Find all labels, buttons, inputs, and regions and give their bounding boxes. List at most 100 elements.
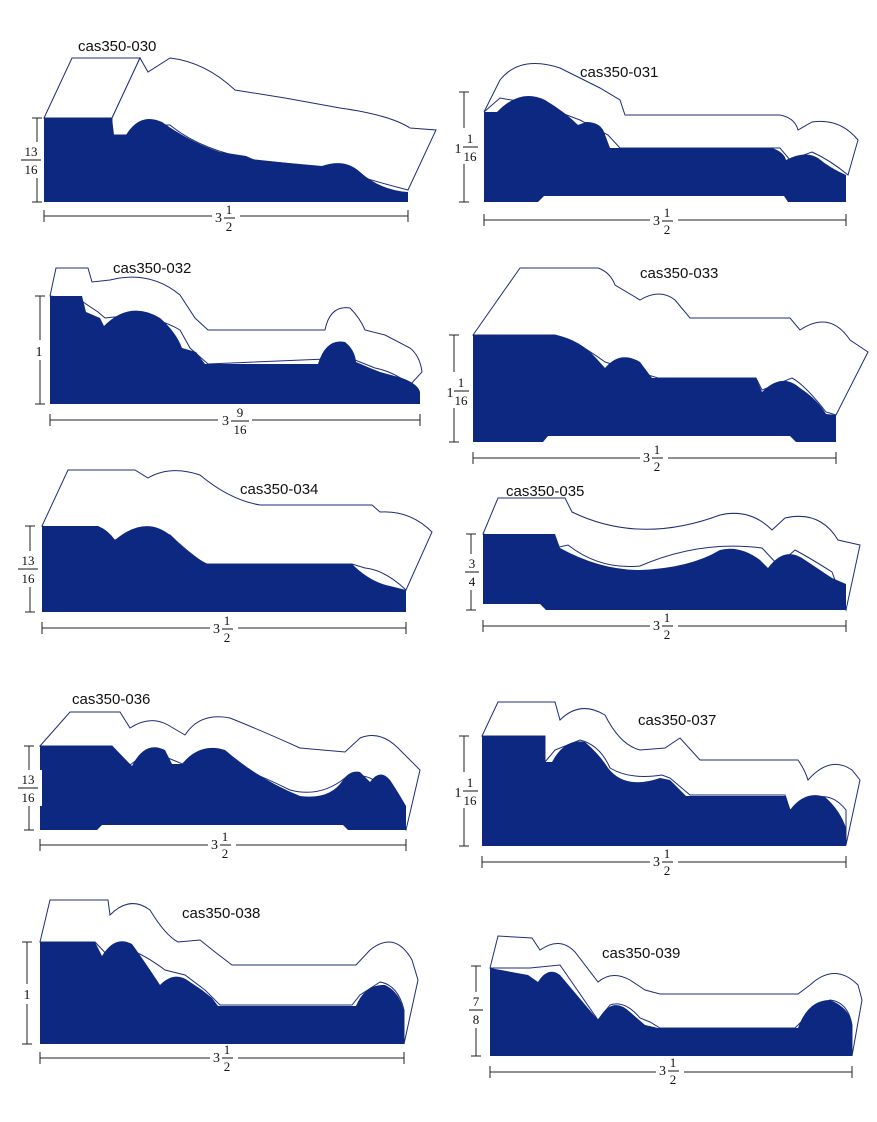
dimension-value: 1 [455, 142, 462, 157]
dimension-value: 8 [473, 1012, 480, 1027]
profile-section [42, 526, 406, 612]
width-dimension: 3 1 2 [43, 202, 409, 234]
dimension-value: 4 [469, 574, 476, 589]
dimension-value: 1 [664, 205, 671, 220]
height-dimension: 13 16 [14, 745, 42, 831]
profile-face [482, 497, 861, 612]
dimension-value: 3 [643, 451, 650, 466]
profile-code: cas350-036 [72, 691, 150, 708]
dimension-value: 2 [226, 219, 233, 234]
profile-section [484, 96, 846, 202]
profile-section [44, 118, 408, 202]
dimension-value: 16 [455, 393, 469, 408]
dimension-value: 16 [464, 793, 478, 808]
profile-section [40, 941, 404, 1044]
dimension-value: 1 [664, 846, 671, 861]
height-dimension: 1 1 16 [448, 91, 482, 203]
profile-section [40, 746, 406, 830]
dimension-value: 3 [213, 1051, 220, 1066]
width-dimension: 3 9 16 [49, 405, 421, 437]
profile-face [472, 267, 869, 416]
profile-face [39, 899, 419, 1045]
profile-cas350-034: cas350-034 13 16 3 1 2 [14, 469, 433, 645]
dimension-value: 16 [25, 162, 39, 177]
height-dimension: 1 [18, 941, 36, 1045]
dimension-value: 1 [36, 345, 43, 360]
dimension-value: 3 [215, 211, 222, 226]
profile-cas350-033: cas350-033 1 1 16 3 1 2 [440, 265, 869, 474]
dimension-value: 2 [654, 459, 661, 474]
profile-code: cas350-037 [638, 712, 716, 729]
dimension-value: 3 [213, 622, 220, 637]
profile-face [111, 56, 437, 191]
dimension-value: 13 [25, 144, 38, 159]
profile-section [50, 296, 420, 404]
profile-cas350-032: cas350-032 1 3 9 16 [30, 260, 423, 437]
profile-cas350-038: cas350-038 1 3 1 2 [18, 899, 419, 1074]
dimension-value: 3 [222, 414, 229, 429]
dimension-value: 2 [224, 630, 231, 645]
dimension-value: 3 [211, 838, 218, 853]
profile-cas350-030: cas350-030 13 16 3 1 2 [18, 38, 437, 234]
width-dimension: 3 1 2 [482, 610, 847, 642]
dimension-value: 13 [22, 553, 35, 568]
width-dimension: 3 1 2 [489, 1055, 853, 1087]
dimension-value: 1 [24, 988, 31, 1003]
profile-cas350-031: cas350-031 1 1 16 3 1 2 [448, 63, 859, 237]
dimension-value: 13 [22, 772, 35, 787]
dimension-value: 1 [664, 610, 671, 625]
width-dimension: 3 1 2 [39, 1042, 405, 1074]
height-dimension: 1 [30, 295, 48, 405]
profile-code: cas350-035 [506, 483, 584, 500]
dimension-value: 1 [670, 1055, 677, 1070]
profile-cas350-039: cas350-039 7 8 3 1 2 [466, 935, 863, 1087]
dimension-value: 16 [464, 149, 478, 164]
dimension-value: 1 [455, 786, 462, 801]
profile-cas350-037: cas350-037 1 1 16 3 1 2 [448, 701, 861, 878]
height-dimension: 13 16 [18, 117, 44, 203]
dimension-value: 2 [664, 627, 671, 642]
dimension-value: 16 [234, 422, 248, 437]
width-dimension: 3 1 2 [481, 846, 847, 878]
dimension-value: 16 [22, 571, 36, 586]
profile-section [483, 534, 846, 610]
profile-cas350-036: cas350-036 13 16 3 1 2 [14, 691, 421, 861]
dimension-value: 2 [224, 1059, 231, 1074]
dimension-value: 2 [664, 222, 671, 237]
dimension-value: 9 [237, 405, 244, 420]
dimension-value: 1 [654, 442, 661, 457]
dimension-value: 3 [659, 1064, 666, 1079]
profile-code: cas350-039 [602, 945, 680, 962]
dimension-value: 1 [224, 1042, 231, 1057]
height-dimension: 13 16 [14, 525, 42, 613]
profile-code: cas350-033 [640, 265, 718, 282]
width-dimension: 3 1 2 [39, 829, 407, 861]
dimension-value: 3 [469, 556, 476, 571]
width-dimension: 3 1 2 [41, 613, 407, 645]
height-dimension: 1 1 16 [440, 334, 472, 443]
profile-face [481, 701, 861, 846]
dimension-value: 7 [473, 994, 480, 1009]
dimension-value: 1 [467, 775, 474, 790]
profile-face [483, 63, 859, 176]
dimension-value: 1 [458, 375, 465, 390]
profile-code: cas350-038 [182, 905, 260, 922]
dimension-value: 2 [670, 1072, 677, 1087]
height-dimension: 1 1 16 [448, 735, 482, 847]
profile-code: cas350-031 [580, 64, 658, 81]
profile-section [490, 968, 852, 1056]
profile-face [38, 711, 421, 832]
dimension-value: 3 [653, 619, 660, 634]
profile-cas350-035: cas350-035 3 4 3 1 2 [462, 483, 861, 642]
height-dimension: 7 8 [466, 965, 486, 1057]
dimension-value: 1 [447, 386, 454, 401]
width-dimension: 3 1 2 [483, 205, 847, 237]
height-dimension: 3 4 [462, 533, 482, 611]
dimension-value: 2 [222, 846, 229, 861]
dimension-value: 16 [22, 790, 36, 805]
profile-section [482, 736, 846, 846]
profile-code: cas350-034 [240, 481, 318, 498]
dimension-value: 1 [222, 829, 229, 844]
profile-face [489, 935, 863, 1057]
